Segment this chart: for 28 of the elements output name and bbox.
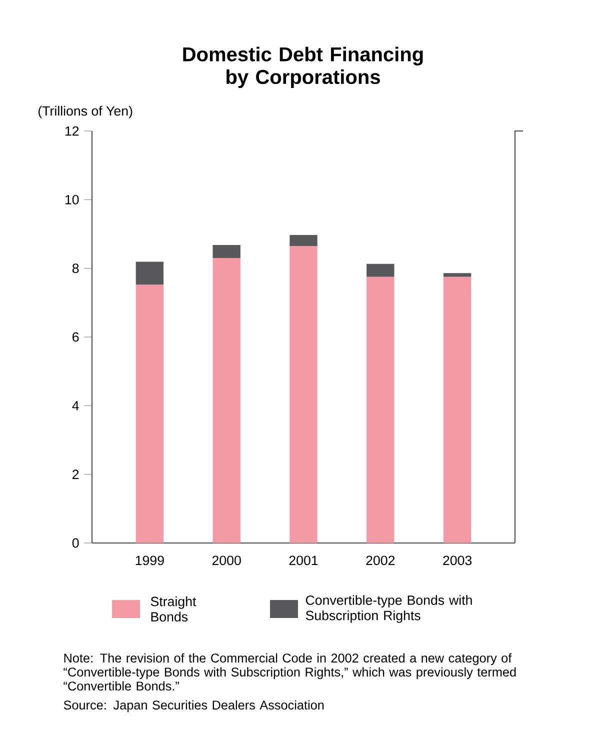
legend-label: Convertible-type Bonds with Subscription Rights xyxy=(306,595,472,623)
bar xyxy=(443,276,472,543)
bar xyxy=(212,244,240,258)
source-note: Source: Japan Securities Dealers Association xyxy=(64,700,324,712)
y-tick-label: 10 xyxy=(65,194,79,204)
text: Note: The revision of the Commercial Code in 2002 created a new category of “Convertible-type Bonds with Subscription Rights,” which was previously termed “Convertible Bonds.” xyxy=(64,653,516,691)
y-tick-label: 0 xyxy=(72,538,79,548)
bar xyxy=(212,258,240,543)
bar xyxy=(366,276,394,543)
bar xyxy=(290,246,318,543)
bar xyxy=(290,235,318,246)
legend-label: Straight Bonds xyxy=(150,596,196,622)
y-tick-label: 6 xyxy=(72,332,79,342)
x-tick-label: 2001 xyxy=(289,556,318,566)
y-axis-title: (Trillions of Yen) xyxy=(38,106,132,118)
chart-title: Domestic Debt Financing by Corporations xyxy=(183,46,423,88)
y-tick-label: 2 xyxy=(72,470,79,479)
x-tick-label: 2000 xyxy=(212,556,241,566)
x-tick-label: 1999 xyxy=(136,556,164,566)
bar xyxy=(443,273,472,277)
x-tick-label: 2002 xyxy=(366,556,395,566)
y-tick-label: 12 xyxy=(65,126,79,136)
x-tick-label: 2003 xyxy=(443,556,472,566)
y-tick-label: 8 xyxy=(72,264,79,274)
bar xyxy=(366,264,394,277)
bar xyxy=(136,284,164,543)
bar xyxy=(136,262,164,285)
y-tick-label: 4 xyxy=(72,401,79,410)
